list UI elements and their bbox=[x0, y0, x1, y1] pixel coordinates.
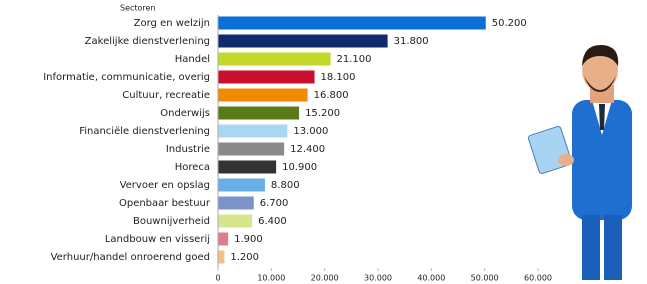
bar bbox=[218, 215, 252, 228]
y-tick-label: Zorg en welzijn bbox=[134, 18, 210, 29]
x-tick-label: 20.000 bbox=[311, 274, 339, 283]
bar bbox=[218, 233, 228, 246]
y-tick-label: Horeca bbox=[175, 162, 210, 173]
y-tick-label: Openbaar bestuur bbox=[119, 198, 211, 209]
bar bbox=[218, 17, 486, 30]
x-tick-label: 10.000 bbox=[257, 274, 285, 283]
value-label: 31.800 bbox=[394, 36, 429, 47]
y-tick-label: Landbouw en visserij bbox=[105, 234, 210, 245]
axis-title: Sectoren bbox=[120, 4, 156, 13]
value-label: 6.400 bbox=[258, 216, 287, 227]
y-tick-label: Zakelijke dienstverlening bbox=[85, 36, 210, 47]
value-label: 16.800 bbox=[314, 90, 349, 101]
y-tick-label: Cultuur, recreatie bbox=[122, 90, 210, 101]
y-tick-label: Handel bbox=[175, 54, 210, 65]
x-tick-label: 60.000 bbox=[524, 274, 552, 283]
y-tick-label: Bouwnijverheid bbox=[133, 216, 210, 227]
y-tick-label: Verhuur/handel onroerend goed bbox=[51, 252, 210, 263]
value-label: 50.200 bbox=[492, 18, 527, 29]
y-tick-label: Industrie bbox=[166, 144, 210, 155]
value-label: 21.100 bbox=[337, 54, 372, 65]
bar bbox=[218, 71, 315, 84]
x-tick-label: 50.000 bbox=[471, 274, 499, 283]
x-tick-label: 30.000 bbox=[364, 274, 392, 283]
value-label: 6.700 bbox=[260, 198, 289, 209]
y-tick-label: Onderwijs bbox=[160, 108, 210, 119]
bar bbox=[218, 143, 284, 156]
bar bbox=[218, 161, 276, 174]
y-tick-label: Vervoer en opslag bbox=[120, 180, 210, 191]
bar bbox=[218, 125, 287, 138]
value-label: 1.200 bbox=[230, 252, 259, 263]
illustration bbox=[528, 45, 632, 280]
x-tick-label: 0 bbox=[215, 274, 220, 283]
value-label: 18.100 bbox=[321, 72, 356, 83]
bar bbox=[218, 35, 388, 48]
y-tick-label: Financiële dienstverlening bbox=[79, 126, 210, 137]
x-tick-label: 40.000 bbox=[417, 274, 445, 283]
bar bbox=[218, 251, 224, 264]
bar bbox=[218, 53, 331, 66]
value-label: 8.800 bbox=[271, 180, 300, 191]
value-label: 13.000 bbox=[293, 126, 328, 137]
value-label: 15.200 bbox=[305, 108, 340, 119]
value-label: 12.400 bbox=[290, 144, 325, 155]
value-label: 10.900 bbox=[282, 162, 317, 173]
bar bbox=[218, 107, 299, 120]
value-label: 1.900 bbox=[234, 234, 263, 245]
bar bbox=[218, 197, 254, 210]
bar bbox=[218, 89, 308, 102]
chart: Sectoren 0 10.000 20.000 30.000 40.000 50.000… bbox=[0, 0, 647, 284]
bar bbox=[218, 179, 265, 192]
y-tick-label: Informatie, communicatie, overig bbox=[43, 72, 210, 83]
